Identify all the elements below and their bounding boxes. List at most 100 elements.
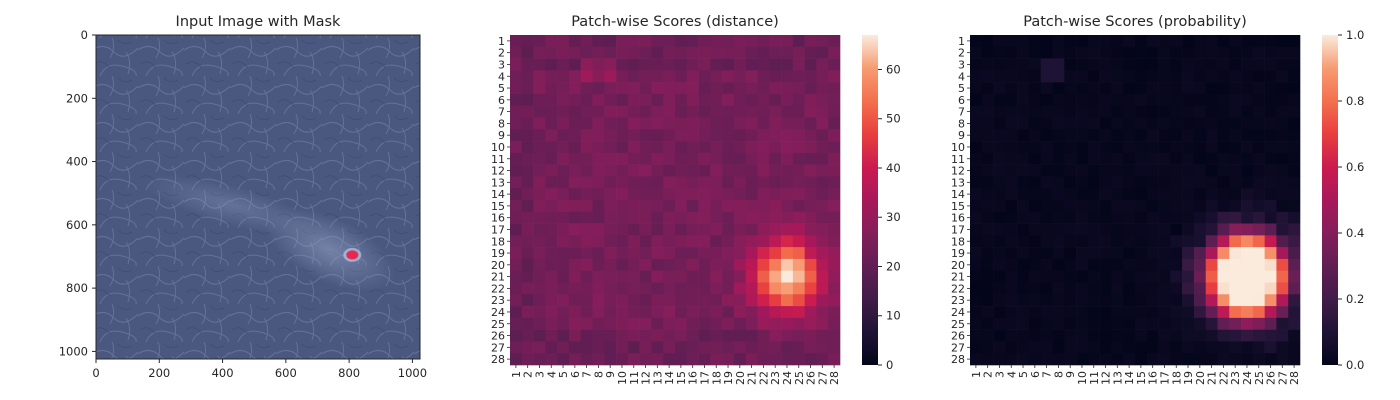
heatmap-cell (792, 70, 805, 83)
heatmap-cell (592, 35, 605, 48)
heatmap-cell (745, 176, 758, 189)
heatmap-cell (616, 164, 629, 177)
heatmap-cell (592, 117, 605, 130)
heatmap-cell (1276, 176, 1289, 189)
heatmap-cell (627, 329, 640, 342)
heatmap-cell (733, 282, 747, 295)
heatmap-cell (639, 70, 652, 83)
heatmap-cell (568, 82, 582, 95)
heatmap-cell (521, 117, 534, 130)
heatmap-cell (970, 93, 983, 107)
heatmap-cell (1028, 70, 1042, 83)
heatmap-cell (616, 152, 629, 165)
heatmap-cell (580, 129, 593, 142)
heatmap-cell (1135, 294, 1148, 307)
heatmap-cell (1111, 235, 1124, 248)
heatmap-cell (639, 129, 652, 142)
heatmap-cell (1087, 82, 1100, 95)
heatmap-cell (580, 105, 593, 118)
col-tick-label: 14 (663, 371, 676, 385)
heatmap-cell (745, 164, 758, 177)
heatmap-cell (1135, 141, 1148, 154)
heatmap-cell (828, 58, 841, 71)
y-tick-label: 1000 (59, 344, 88, 358)
heatmap-cell (686, 141, 699, 154)
heatmap-cell (663, 129, 676, 142)
heatmap-cell (1064, 200, 1077, 213)
heatmap-cell (1205, 70, 1218, 83)
heatmap-cell (1217, 82, 1230, 95)
heatmap-cell (1217, 93, 1230, 107)
heatmap-cell (745, 317, 758, 330)
heatmap-cell (557, 317, 570, 330)
heatmap-cell (557, 82, 570, 95)
heatmap-cell (1229, 152, 1242, 165)
heatmap-cell (616, 247, 629, 260)
heatmap-cell (1028, 247, 1042, 260)
heatmap-cell (1193, 317, 1207, 330)
heatmap-cell (792, 117, 805, 130)
heatmap-cell (816, 164, 829, 177)
heatmap-cell (663, 35, 676, 48)
heatmap-cell (533, 270, 546, 283)
heatmap-cell (568, 93, 582, 107)
heatmap-cell (521, 93, 534, 107)
heatmap-cell (510, 329, 523, 342)
heatmap-cell (1158, 188, 1171, 201)
heatmap-cell (663, 176, 676, 189)
heatmap-cell (745, 93, 758, 107)
heatmap-cell (816, 176, 829, 189)
heatmap-cell (592, 247, 605, 260)
heatmap-cell (1028, 188, 1042, 201)
heatmap-cell (663, 117, 676, 130)
heatmap-cell (981, 70, 994, 83)
heatmap-cell (1052, 341, 1065, 354)
heatmap-cell (722, 129, 735, 142)
heatmap-cell (1111, 247, 1124, 260)
heatmap-cell (675, 129, 688, 142)
heatmap-cell (733, 200, 747, 213)
heatmap-cell (1087, 164, 1100, 177)
heatmap-cell (1123, 35, 1136, 48)
heatmap-cell (1146, 341, 1159, 354)
heatmap-cell (1241, 117, 1254, 130)
heatmap-cell (970, 211, 983, 224)
heatmap-cell (663, 188, 676, 201)
row-tick-label: 11 (951, 153, 965, 166)
heatmap-cell (1146, 117, 1159, 130)
heatmap-cell (686, 46, 699, 59)
heatmap-cell (1276, 82, 1289, 95)
heatmap-cell (1217, 176, 1230, 189)
heatmap-cell (769, 46, 782, 59)
col-tick-label: 26 (1265, 371, 1278, 385)
heatmap-cell (627, 152, 640, 165)
heatmap-cell (1205, 329, 1218, 342)
heatmap-cell (1146, 270, 1159, 283)
heatmap-cell (828, 46, 841, 59)
heatmap-cell (1099, 282, 1112, 295)
col-tick-label: 1 (510, 371, 523, 378)
heatmap-cell (1135, 341, 1148, 354)
colorbar-tick-label: 1.0 (1346, 28, 1364, 42)
heatmap-cell (1158, 247, 1171, 260)
heatmap-cell (1229, 235, 1242, 248)
heatmap-cell (1028, 35, 1042, 48)
heatmap-cell (792, 93, 805, 107)
col-tick-label: 9 (604, 371, 617, 378)
heatmap-cell (1052, 141, 1065, 154)
row-tick-label: 4 (498, 70, 505, 83)
heatmap-cell (557, 58, 570, 71)
heatmap-cell (1170, 188, 1183, 201)
heatmap-cell (639, 329, 652, 342)
heatmap-cell (686, 294, 699, 307)
heatmap-cell (580, 58, 593, 71)
heatmap-cell (1017, 188, 1030, 201)
heatmap-cell (792, 294, 805, 307)
heatmap-cell (757, 223, 770, 236)
heatmap-cell (993, 164, 1006, 177)
heatmap-cell (1135, 211, 1148, 224)
heatmap-cell (1123, 176, 1136, 189)
col-tick-label: 12 (640, 371, 653, 385)
heatmap-cell (1064, 164, 1077, 177)
heatmap-cell (769, 306, 782, 319)
